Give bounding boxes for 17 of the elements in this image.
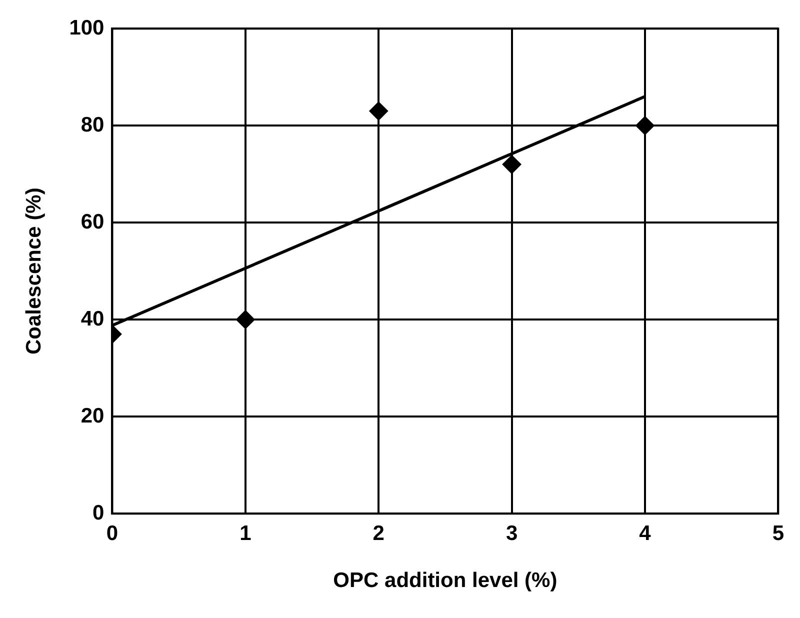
x-tick-label: 2 — [372, 522, 384, 545]
y-axis-title: Coalescence (%) — [22, 188, 46, 355]
x-axis-title: OPC addition level (%) — [333, 569, 558, 592]
y-tick-label: 60 — [80, 210, 104, 234]
point — [236, 310, 255, 330]
y-tick-label: 80 — [80, 113, 104, 136]
y-tick-label: 20 — [80, 404, 104, 428]
x-tick-label: 4 — [639, 522, 652, 545]
x-tick-label: 3 — [506, 522, 518, 545]
y-tick-label: 0 — [92, 501, 104, 524]
y-tick-label: 100 — [69, 16, 104, 40]
x-tick-label: 5 — [772, 522, 784, 545]
point — [369, 102, 388, 121]
point — [502, 154, 522, 174]
y-tick-label: 40 — [80, 307, 104, 330]
x-tick-label: 1 — [240, 522, 252, 545]
point — [635, 116, 654, 136]
